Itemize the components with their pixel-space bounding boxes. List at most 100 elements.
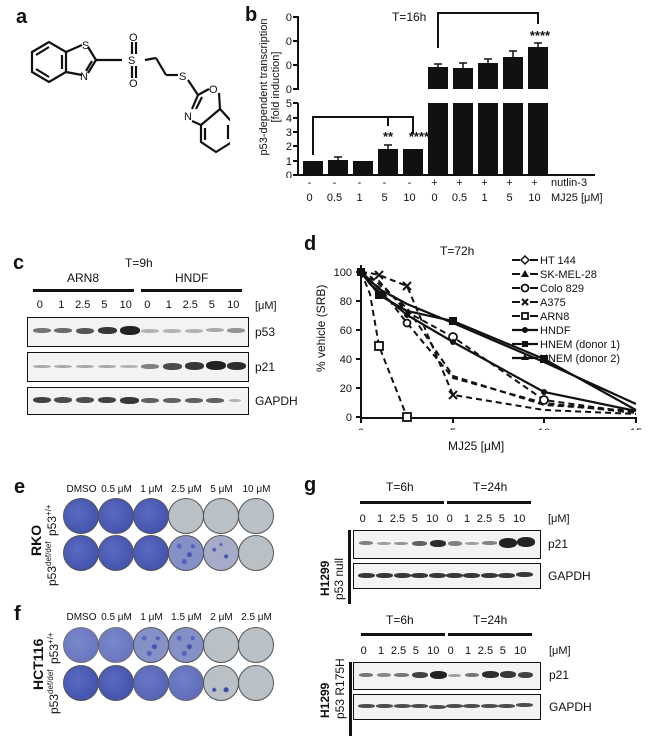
svg-text:2: 2 (286, 141, 292, 153)
chart-b-title: T=16h (392, 10, 427, 24)
svg-text:1: 1 (286, 156, 292, 168)
blot-g2-gapdh (353, 694, 541, 720)
blot-g2-time-6h: T=6h (386, 613, 414, 627)
plate (98, 627, 134, 663)
blot-g1-label-gapdh: GAPDH (548, 569, 591, 583)
blot-c-title: T=9h (125, 256, 153, 270)
blot-c-gapdh (27, 387, 249, 415)
sig-nut10: **** (530, 28, 551, 43)
svg-text:ARN8: ARN8 (540, 311, 569, 323)
cell-line-hct116: HCT116 (30, 638, 46, 690)
svg-text:HT 144: HT 144 (540, 255, 576, 267)
plate (238, 498, 274, 534)
svg-text:HNEM (donor 2): HNEM (donor 2) (540, 353, 620, 365)
genotype-f-row1: p53+/+ (46, 632, 61, 664)
plate-f-doses: DMSO 0.5 μM 1 μM 1.5 μM 2 μM 2.5 μM (66, 612, 272, 623)
blot-g1-p21 (353, 530, 541, 559)
blot-c-group-hndf: HNDF (175, 271, 209, 285)
plate (168, 665, 204, 701)
svg-text:0: 0 (286, 170, 292, 178)
blot-g2-lanes: 0 1 2.5 5 10 0 1 2.5 5 10 (360, 645, 527, 657)
bar-chart-b: 40 30 20 10 5 4 3 2 1 0 (285, 12, 595, 178)
svg-text:5: 5 (286, 98, 292, 110)
atom-s-thio: S (179, 71, 186, 83)
atom-o-bottom: O (129, 78, 138, 90)
blot-g1-lanes: 0 1 2.5 5 10 0 1 2.5 5 10 (359, 513, 526, 525)
plate (98, 535, 134, 571)
blot-g2-label-p21: p21 (549, 668, 570, 682)
plate (203, 627, 239, 663)
svg-text:SK-MEL-28: SK-MEL-28 (540, 269, 597, 281)
svg-text:4: 4 (286, 113, 292, 125)
panel-label-c: c (13, 252, 25, 274)
bar (328, 160, 348, 175)
svg-text:80: 80 (340, 296, 352, 308)
blot-c-unit: [μM] (255, 300, 277, 312)
plate (133, 627, 169, 663)
panel-label-f: f (14, 603, 21, 625)
bar (378, 149, 398, 175)
blot-g1-label-p21: p21 (548, 537, 569, 551)
plate (168, 627, 204, 663)
chart-b-xlabels: - - - - - + + + + + nutlin-3 0 0.5 1 5 10 0 0.5 1 5 10 MJ2… (306, 177, 603, 204)
blot-c-label-p21: p21 (255, 360, 276, 374)
svg-text:100: 100 (334, 267, 352, 279)
plate (98, 498, 134, 534)
svg-text:60: 60 (340, 325, 352, 337)
blot-g2-p21 (353, 662, 541, 690)
blot-g2-cell-line: H1299 (318, 682, 332, 718)
svg-text:10: 10 (285, 84, 292, 96)
series-hnem-donor2 (360, 271, 637, 406)
plate-e-doses: DMSO 0.5 μM 1 μM 2.5 μM 5 μM 10 μM (66, 484, 271, 495)
blot-g2-time-24h: T=24h (473, 613, 508, 627)
blot-c-group-arn8: ARN8 (67, 271, 100, 285)
plate (133, 498, 169, 534)
bar (303, 161, 323, 175)
blot-g1-gapdh (353, 563, 541, 589)
blot-g1-cell-line: H1299 (318, 560, 332, 596)
svg-text:5: 5 (450, 427, 456, 430)
panel-label-b: b (245, 4, 258, 26)
panel-label-a: a (16, 6, 28, 28)
blot-g1-time-6h: T=6h (386, 480, 414, 494)
chart-d-title: T=72h (440, 244, 475, 258)
plate (168, 535, 204, 571)
plate (168, 498, 204, 534)
plate (63, 627, 99, 663)
panel-label-g: g (304, 474, 317, 496)
svg-text:30: 30 (285, 36, 292, 48)
plate (63, 498, 99, 534)
svg-text:20: 20 (340, 383, 352, 395)
atom-o-top: O (129, 32, 138, 44)
plate (203, 498, 239, 534)
blot-g2-unit: [μM] (549, 645, 571, 657)
series-arn8 (360, 271, 408, 418)
blot-g2-label-gapdh: GAPDH (549, 700, 592, 714)
svg-text:HNEM (donor 1): HNEM (donor 1) (540, 339, 620, 351)
atom-n2: N (184, 111, 192, 123)
atom-o-ring: O (209, 84, 218, 96)
blot-c-label-p53: p53 (255, 325, 276, 339)
atom-s1: S (82, 40, 89, 52)
cell-line-rko: RKO (28, 524, 44, 556)
line-chart-d: 100 80 60 40 20 0 0 5 10 15 (334, 255, 642, 430)
plate (238, 627, 274, 663)
genotype-e-row1: p53+/+ (44, 504, 59, 536)
genotype-e-row2: p53def/def (44, 541, 59, 587)
blot-c-lanes: 0 1 2.5 5 10 0 1 2.5 5 10 (36, 299, 240, 311)
atom-n1: N (80, 71, 88, 83)
svg-text:A375: A375 (540, 297, 566, 309)
blot-g1-unit: [μM] (548, 513, 570, 525)
svg-text:HNDF: HNDF (540, 325, 571, 337)
panel-label-d: d (304, 233, 317, 255)
blot-g1-genotype: p53 null (332, 557, 346, 600)
plate (133, 535, 169, 571)
plate (238, 535, 274, 571)
svg-text:0: 0 (358, 427, 364, 430)
genotype-f-row2: p53def/def (46, 669, 61, 715)
plate (203, 535, 239, 571)
plate (63, 535, 99, 571)
sig-mj10: **** (409, 129, 430, 144)
svg-text:10: 10 (538, 427, 550, 430)
chart-b-ylabel: p53-dependent transcription [fold induct… (258, 18, 282, 156)
